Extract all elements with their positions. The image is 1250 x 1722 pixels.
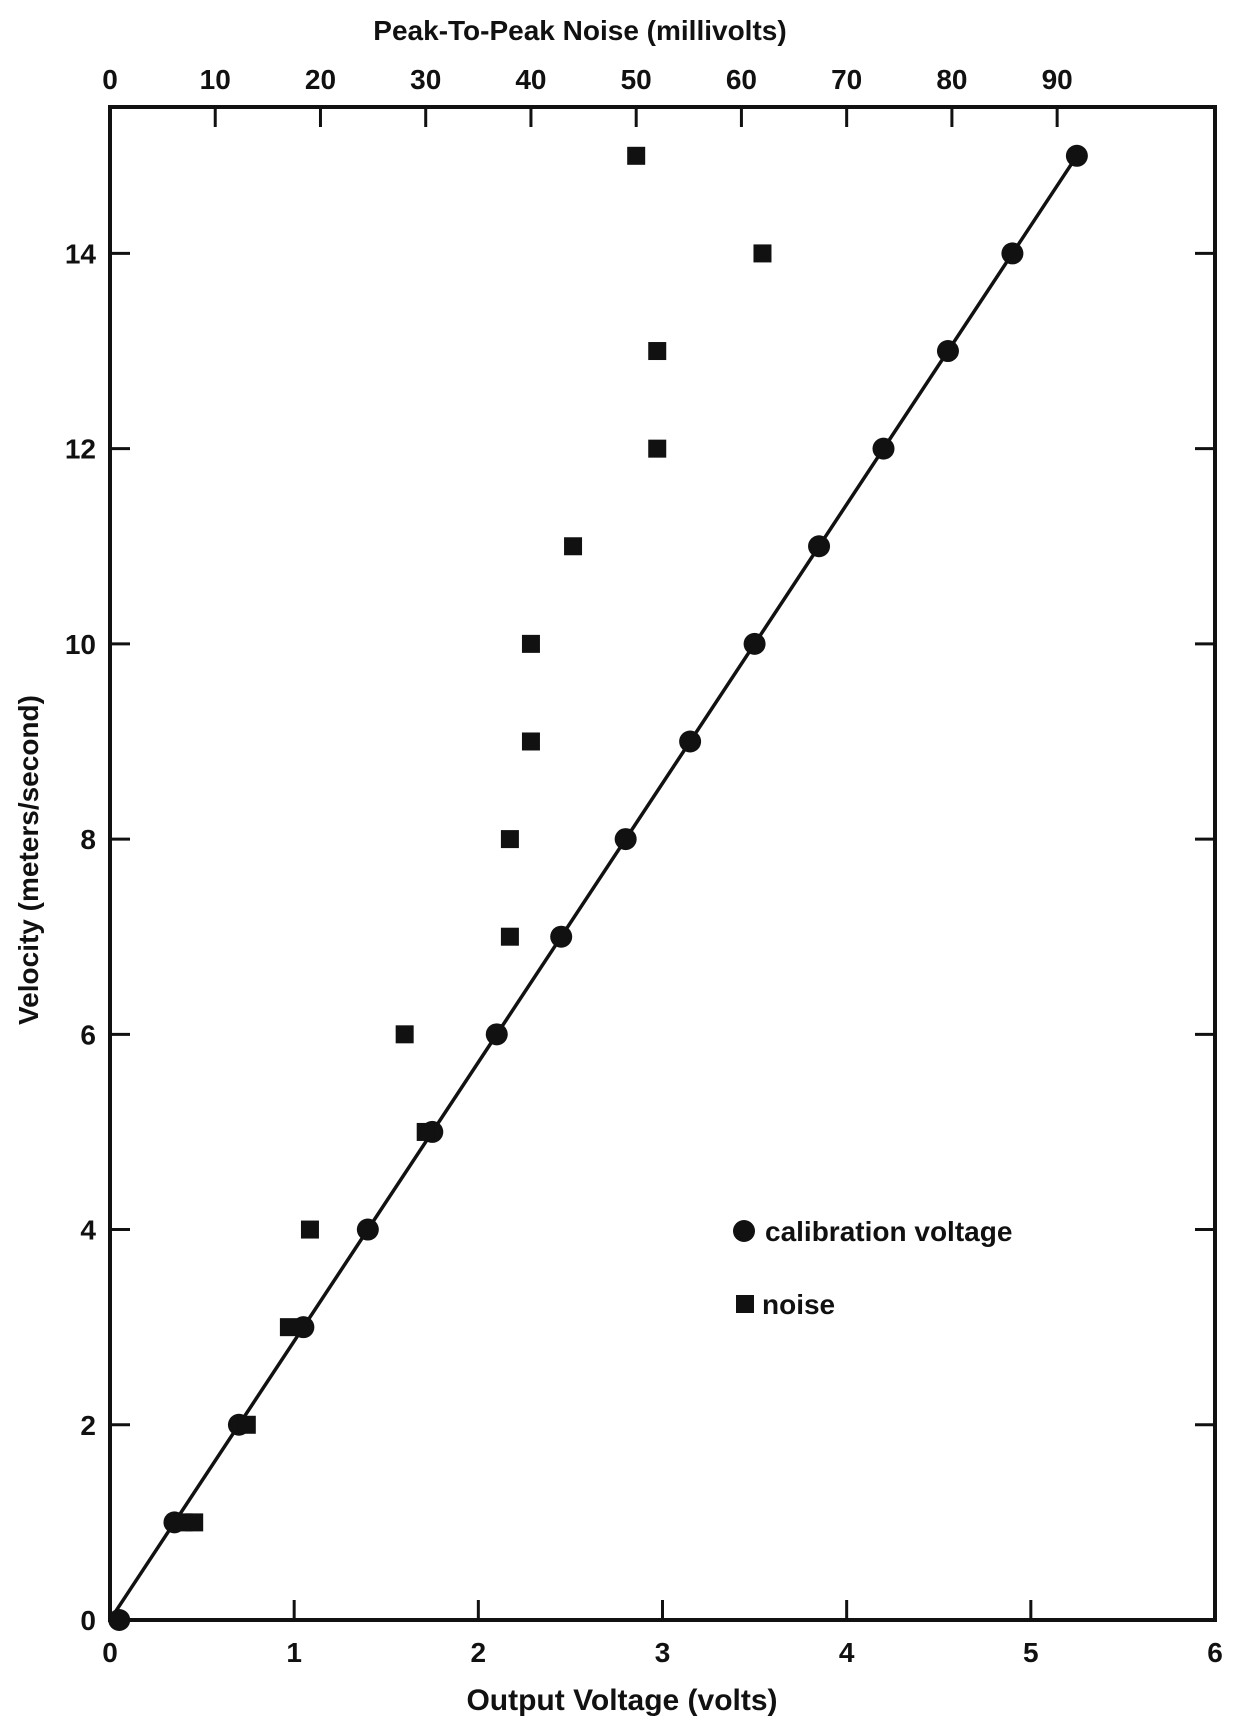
noise-point [237, 1415, 256, 1434]
top-tick-label: 0 [102, 64, 118, 95]
left-axis-ticks: 0 2 4 6 8 10 12 14 [65, 238, 130, 1636]
legend-square-marker [736, 1295, 754, 1313]
noise-point [395, 1025, 414, 1044]
left-tick-label: 4 [80, 1215, 96, 1246]
bottom-tick-label: 5 [1023, 1637, 1039, 1668]
bottom-tick-label: 6 [1207, 1637, 1223, 1668]
top-tick-label: 40 [515, 64, 546, 95]
bottom-tick-label: 0 [102, 1637, 118, 1668]
calibration-point [808, 535, 831, 558]
left-tick-label: 2 [80, 1410, 96, 1441]
legend-label-noise: noise [762, 1289, 835, 1320]
calibration-point [872, 437, 895, 460]
top-tick-label: 10 [200, 64, 231, 95]
top-axis-label: Peak-To-Peak Noise (millivolts) [373, 15, 786, 46]
top-tick-label: 20 [305, 64, 336, 95]
calibration-point [485, 1023, 508, 1046]
noise-point [300, 1220, 319, 1239]
right-axis-ticks [1195, 251, 1215, 1622]
left-tick-label: 14 [65, 238, 97, 269]
calibration-point [936, 340, 959, 363]
left-tick-label: 0 [80, 1605, 96, 1636]
bottom-tick-label: 3 [655, 1637, 671, 1668]
bottom-axis-ticks: 0 1 2 3 4 5 6 [102, 1600, 1223, 1668]
noise-point [279, 1318, 298, 1337]
noise-point [648, 439, 667, 458]
noise-point [521, 634, 540, 653]
calibration-point [679, 730, 702, 753]
calibration-point [1001, 242, 1024, 265]
calibration-voltage-series [108, 144, 1088, 1631]
calibration-point [550, 925, 573, 948]
legend: calibration voltage noise [733, 1216, 1012, 1320]
bottom-axis-label: Output Voltage (volts) [466, 1684, 777, 1717]
top-tick-label: 80 [936, 64, 967, 95]
plot-frame [108, 105, 1217, 1622]
noise-series [174, 146, 772, 1532]
top-axis-ticks: 0 10 20 30 40 50 60 70 80 90 [102, 64, 1073, 127]
noise-point [753, 244, 772, 263]
legend-label-calibration: calibration voltage [765, 1216, 1012, 1247]
fit-line [108, 154, 1079, 1621]
bottom-tick-label: 4 [839, 1637, 855, 1668]
legend-circle-marker [733, 1220, 755, 1242]
noise-point [500, 927, 519, 946]
noise-point [627, 146, 646, 165]
fit-line-group [108, 154, 1079, 1621]
calibration-point [1065, 144, 1088, 167]
calibration-point [614, 828, 637, 851]
left-tick-label: 8 [80, 824, 96, 855]
calibration-point [108, 1609, 131, 1631]
bottom-tick-label: 2 [471, 1637, 487, 1668]
noise-point [185, 1513, 204, 1532]
calibration-point [743, 632, 766, 655]
noise-point [648, 342, 667, 361]
top-tick-label: 90 [1042, 64, 1073, 95]
noise-point [564, 537, 583, 556]
top-tick-label: 50 [621, 64, 652, 95]
left-axis-label: Velocity (meters/second) [13, 695, 44, 1025]
top-tick-label: 70 [831, 64, 862, 95]
top-tick-label: 60 [726, 64, 757, 95]
calibration-point [356, 1218, 379, 1241]
noise-point [521, 732, 540, 751]
top-tick-label: 30 [410, 64, 441, 95]
left-tick-label: 6 [80, 1019, 96, 1050]
left-tick-label: 12 [65, 434, 96, 465]
bottom-tick-label: 1 [286, 1637, 302, 1668]
noise-point [500, 830, 519, 849]
noise-point [416, 1122, 435, 1141]
left-tick-label: 10 [65, 629, 96, 660]
